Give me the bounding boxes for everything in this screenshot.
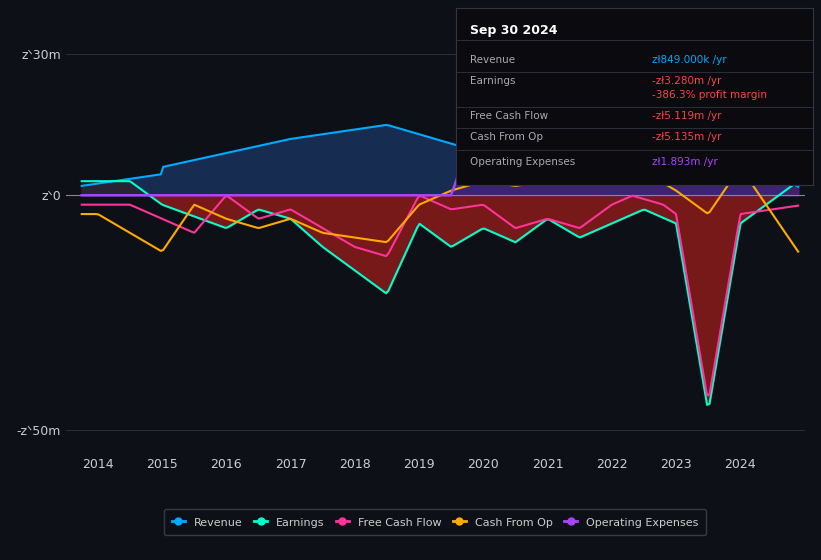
Text: Operating Expenses: Operating Expenses	[470, 157, 576, 167]
Text: Sep 30 2024: Sep 30 2024	[470, 24, 557, 38]
Text: -zł5.135m /yr: -zł5.135m /yr	[652, 132, 722, 142]
Text: -zł5.119m /yr: -zł5.119m /yr	[652, 111, 722, 121]
Text: Free Cash Flow: Free Cash Flow	[470, 111, 548, 121]
Text: zł849.000k /yr: zł849.000k /yr	[652, 54, 727, 64]
Text: -zł3.280m /yr: -zł3.280m /yr	[652, 76, 722, 86]
Text: Revenue: Revenue	[470, 54, 515, 64]
Text: Cash From Op: Cash From Op	[470, 132, 543, 142]
Text: Earnings: Earnings	[470, 76, 516, 86]
Legend: Revenue, Earnings, Free Cash Flow, Cash From Op, Operating Expenses: Revenue, Earnings, Free Cash Flow, Cash …	[164, 509, 706, 535]
Text: -386.3% profit margin: -386.3% profit margin	[652, 90, 767, 100]
Text: zł1.893m /yr: zł1.893m /yr	[652, 157, 718, 167]
